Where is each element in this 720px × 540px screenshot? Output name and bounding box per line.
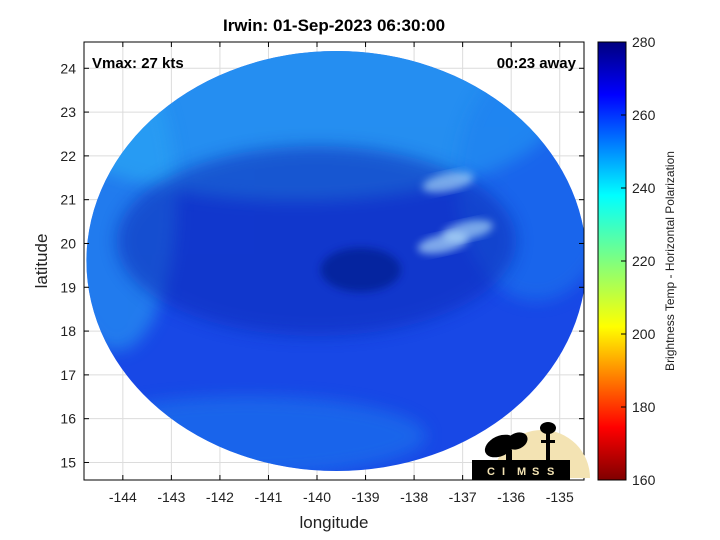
colorbar-ticks: 160 180 200 220 240 260 280 [621, 34, 656, 488]
swath-cool-rim [86, 396, 427, 471]
y-axis-label: latitude [32, 234, 51, 289]
colorbar-tick-label: 260 [632, 107, 656, 123]
x-tick-label: -137 [449, 489, 477, 505]
y-tick-label: 17 [60, 367, 76, 383]
logo-letter: M [517, 466, 526, 478]
swath-warm-core [320, 247, 401, 292]
logo-letter: C [487, 466, 495, 478]
swath-cool-cloud [441, 220, 493, 241]
y-axis-ticks: 15 16 17 18 19 20 21 22 23 24 [60, 60, 584, 470]
x-tick-label: -142 [206, 489, 234, 505]
x-tick-label: -138 [400, 489, 428, 505]
colorbar-tick-label: 280 [632, 34, 656, 50]
y-tick-label: 15 [60, 454, 76, 470]
logo-letter: S [532, 466, 539, 478]
logo-letter: S [547, 466, 554, 478]
logo-dish-and-tower-icon [484, 422, 556, 462]
y-tick-label: 23 [60, 104, 76, 120]
y-tick-label: 21 [60, 192, 76, 208]
y-tick-label: 22 [60, 148, 76, 164]
colorbar-tick-label: 200 [632, 326, 656, 342]
y-tick-label: 20 [60, 235, 76, 251]
y-tick-label: 24 [60, 60, 76, 76]
logo-letter: I [502, 466, 505, 478]
colorbar-tick-label: 240 [632, 180, 656, 196]
vmax-annotation: Vmax: 27 kts [92, 55, 184, 72]
x-tick-label: -135 [546, 489, 574, 505]
x-tick-label: -141 [254, 489, 282, 505]
x-axis-label: longitude [299, 513, 368, 532]
swath-warm-band [116, 146, 517, 336]
x-tick-label: -140 [303, 489, 331, 505]
colorbar-tick-label: 180 [632, 399, 656, 415]
chart-title: Irwin: 01-Sep-2023 06:30:00 [223, 16, 445, 35]
x-tick-label: -136 [497, 489, 525, 505]
y-tick-label: 18 [60, 323, 76, 339]
colorbar-label: Brightness Temp - Horizontal Polarizatio… [663, 151, 677, 371]
x-axis-ticks: -144 -143 -142 -141 -140 -139 -138 -137 -136 -135 [109, 42, 574, 505]
y-tick-label: 19 [60, 279, 76, 295]
x-tick-label: -144 [109, 489, 137, 505]
colorbar-tick-label: 160 [632, 472, 656, 488]
swath-texture-layer [86, 51, 584, 471]
x-tick-label: -143 [157, 489, 185, 505]
x-tick-label: -139 [352, 489, 380, 505]
y-tick-label: 16 [60, 411, 76, 427]
colorbar-tick-label: 220 [632, 253, 656, 269]
swath-cool-cloud [422, 171, 474, 193]
brightness-temperature-swath [86, 51, 584, 471]
plot-frame [83, 41, 585, 481]
time-away-annotation: 00:23 away [497, 55, 577, 72]
logo-ground-band [472, 460, 570, 480]
